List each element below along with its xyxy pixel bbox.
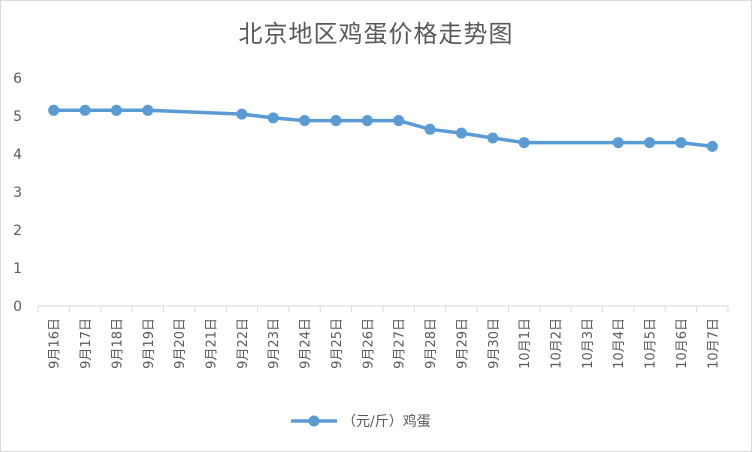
data-point: [110, 104, 122, 116]
x-tick-label: 9月27日: [393, 318, 408, 369]
data-point: [706, 140, 718, 152]
x-tick-label: 9月30日: [487, 318, 502, 369]
series-layer: [48, 104, 718, 152]
x-tick-label: 9月25日: [330, 318, 345, 369]
y-tick-label: 3: [13, 185, 22, 201]
data-point: [79, 104, 91, 116]
data-point: [518, 137, 530, 149]
x-tick-label: 9月29日: [455, 318, 470, 369]
x-tick-label: 9月16日: [48, 318, 63, 369]
data-point: [455, 127, 467, 139]
data-point: [330, 115, 342, 127]
data-point: [236, 108, 248, 120]
y-tick-label: 6: [13, 71, 22, 87]
data-point: [393, 115, 405, 127]
x-tick-label: 10月3日: [581, 318, 596, 369]
y-tick-label: 5: [13, 109, 22, 125]
y-tick-label: 4: [13, 147, 22, 163]
x-tick-label: 9月21日: [205, 318, 220, 369]
data-point: [487, 132, 499, 144]
x-tick-label: 10月2日: [550, 318, 565, 369]
x-tick-label: 9月22日: [236, 318, 251, 369]
data-point: [424, 123, 436, 135]
x-tick-label: 10月6日: [675, 318, 690, 369]
x-tick-label: 9月17日: [79, 318, 94, 369]
y-tick-label: 0: [13, 299, 22, 315]
x-tick-label: 9月18日: [110, 318, 125, 369]
x-tick-label: 9月23日: [267, 318, 282, 369]
x-tick-label: 9月26日: [361, 318, 376, 369]
x-tick-label: 9月20日: [173, 318, 188, 369]
y-tick-label: 1: [13, 261, 22, 277]
x-axis: 9月16日 9月17日 9月18日 9月19日 9月20日 9月21日 9月22日 9月23日…: [37, 305, 729, 369]
x-tick-label: 9月24日: [299, 318, 314, 369]
x-tick-label: 9月19日: [142, 318, 157, 369]
data-point: [675, 137, 687, 149]
x-tick-label: 10月5日: [644, 318, 659, 369]
data-point: [142, 104, 154, 116]
data-point: [361, 115, 373, 127]
legend-label: （元/斤）鸡蛋: [342, 413, 431, 430]
data-point: [48, 104, 60, 116]
data-point: [612, 137, 624, 149]
x-tick-label: 10月4日: [612, 318, 627, 369]
chart-title: 北京地区鸡蛋价格走势图: [238, 20, 514, 48]
data-point: [299, 115, 311, 127]
legend-point-marker: [308, 415, 320, 427]
y-axis: 0 1 2 3 4 5 6: [13, 71, 22, 315]
y-tick-label: 2: [13, 223, 22, 239]
x-tick-label: 9月28日: [424, 318, 439, 369]
x-tick-label: 10月1日: [518, 318, 533, 369]
data-point: [644, 137, 656, 149]
legend: （元/斤）鸡蛋: [291, 413, 431, 430]
x-tick-label: 10月7日: [706, 318, 721, 369]
data-point: [267, 112, 279, 124]
